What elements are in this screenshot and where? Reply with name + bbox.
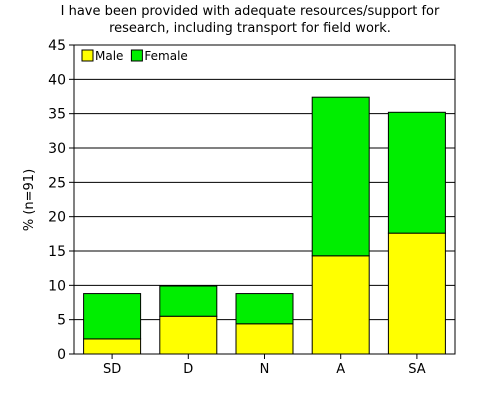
y-tick-label: 45	[48, 38, 66, 54]
legend-label-female: Female	[144, 49, 187, 63]
y-tick-label: 30	[48, 141, 66, 157]
legend-label-male: Male	[95, 49, 123, 63]
x-tick-label: SA	[408, 362, 425, 377]
y-tick-label: 25	[48, 175, 66, 191]
y-tick-label: 40	[48, 72, 66, 88]
x-tick-label: D	[183, 362, 193, 377]
y-tick-label: 10	[48, 278, 66, 294]
y-tick-label: 35	[48, 107, 66, 123]
y-tick-label: 20	[48, 210, 66, 226]
bar-male-sd	[83, 338, 142, 355]
bar-female-a	[311, 96, 370, 257]
bar-male-n	[235, 323, 294, 355]
bar-female-sa	[387, 111, 446, 234]
chart-title-line-1: I have been provided with adequate resou…	[60, 4, 440, 19]
legend-swatch-female	[130, 49, 143, 62]
plot-frame	[73, 44, 456, 355]
bars	[83, 96, 446, 355]
chart-title-line-2: research, including transport for field …	[109, 21, 391, 36]
chart-title: I have been provided with adequate resou…	[0, 3, 500, 37]
y-axis-label: % (n=91)	[22, 169, 37, 231]
x-tick-label: A	[336, 362, 345, 377]
bar-female-d	[159, 285, 218, 317]
axes: 0 5 10 15 20 25 30 35 40 45 SD D N A SA	[48, 38, 456, 377]
x-tick-label: SD	[103, 362, 121, 377]
bar-male-sa	[387, 232, 446, 355]
bar-male-d	[159, 315, 218, 355]
bar-female-n	[235, 293, 294, 325]
x-tick-label: N	[260, 362, 270, 377]
bar-female-sd	[83, 293, 142, 340]
y-tick-label: 5	[57, 313, 66, 329]
bar-male-a	[311, 255, 370, 355]
legend-swatch-male	[81, 49, 94, 62]
y-tick-label: 0	[57, 347, 66, 363]
y-tick-label: 15	[48, 244, 66, 260]
legend: Male Female	[81, 49, 188, 63]
